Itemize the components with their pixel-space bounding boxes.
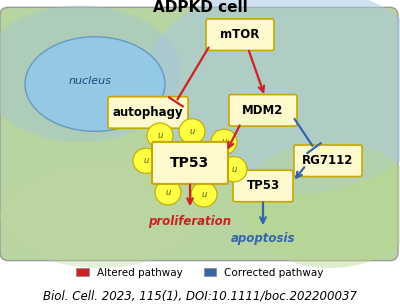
Text: u: u: [201, 190, 207, 199]
Ellipse shape: [133, 148, 159, 173]
Ellipse shape: [211, 129, 237, 155]
FancyBboxPatch shape: [0, 7, 398, 261]
Text: u: u: [221, 137, 227, 146]
FancyBboxPatch shape: [108, 97, 188, 128]
FancyBboxPatch shape: [233, 170, 293, 202]
Ellipse shape: [240, 142, 400, 268]
FancyBboxPatch shape: [206, 19, 274, 51]
FancyBboxPatch shape: [152, 142, 228, 184]
Text: MDM2: MDM2: [242, 104, 284, 117]
FancyBboxPatch shape: [294, 145, 362, 176]
Ellipse shape: [191, 182, 217, 207]
Text: autophagy: autophagy: [113, 106, 183, 119]
Text: nucleus: nucleus: [68, 76, 112, 86]
Ellipse shape: [0, 163, 200, 268]
Ellipse shape: [25, 37, 165, 131]
Text: proliferation: proliferation: [148, 215, 232, 229]
Ellipse shape: [179, 119, 205, 144]
Text: apoptosis: apoptosis: [231, 232, 295, 245]
Ellipse shape: [147, 123, 173, 148]
Text: u: u: [165, 188, 171, 197]
Text: TP53: TP53: [170, 156, 210, 170]
Text: RG7112: RG7112: [302, 154, 354, 167]
Text: u: u: [143, 156, 149, 165]
FancyBboxPatch shape: [229, 95, 297, 126]
Ellipse shape: [221, 156, 247, 182]
Text: ADPKD cell: ADPKD cell: [153, 0, 247, 15]
Ellipse shape: [0, 5, 180, 142]
Text: u: u: [189, 127, 195, 136]
Text: mTOR: mTOR: [220, 28, 260, 41]
Ellipse shape: [140, 0, 400, 194]
Text: TP53: TP53: [246, 180, 280, 192]
Text: Biol. Cell. 2023, 115(1), DOI:10.1111/boc.202200037: Biol. Cell. 2023, 115(1), DOI:10.1111/bo…: [43, 289, 357, 302]
Legend: Altered pathway, Corrected pathway: Altered pathway, Corrected pathway: [72, 263, 328, 282]
Text: u: u: [157, 131, 163, 140]
Ellipse shape: [155, 180, 181, 205]
Text: u: u: [231, 165, 237, 174]
